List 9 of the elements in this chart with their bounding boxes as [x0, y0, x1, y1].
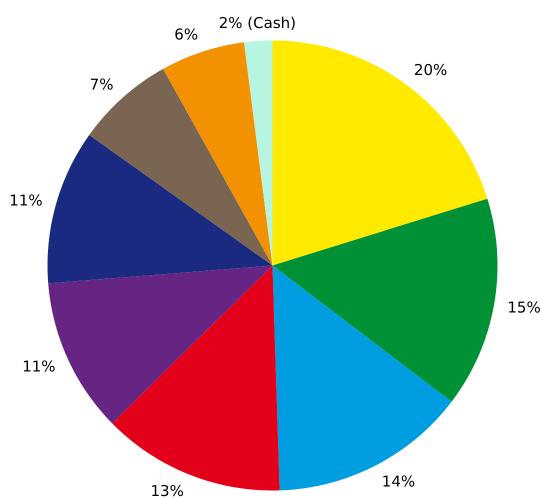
data-label: 15% [507, 298, 541, 317]
data-label: 6% [174, 26, 198, 44]
data-label: 7% [90, 75, 114, 94]
data-label: 14% [382, 472, 416, 490]
data-label: 20% [414, 60, 448, 79]
data-label: 11% [9, 192, 43, 210]
data-label: 2% (Cash) [218, 14, 296, 32]
data-label: 13% [150, 482, 184, 498]
data-label: 11% [22, 357, 56, 376]
